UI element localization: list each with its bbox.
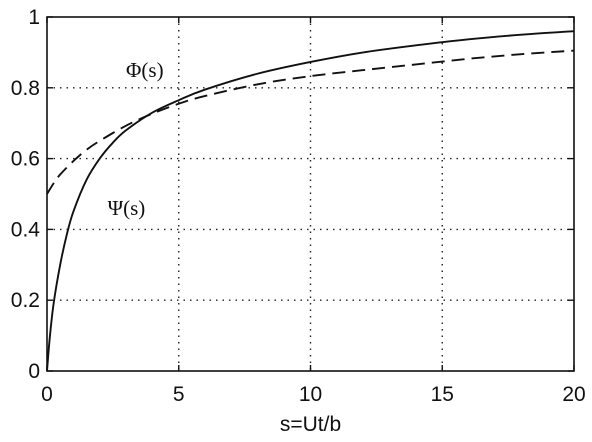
x-axis-label: s=Ut/b (280, 413, 341, 436)
x-tick-label: 15 (431, 383, 454, 406)
x-tick-label: 5 (173, 383, 185, 406)
y-tick-label: 1 (28, 6, 40, 29)
series-label: Φ(s) (126, 58, 164, 82)
x-tick-label: 10 (299, 383, 322, 406)
ticks (46, 16, 575, 372)
y-tick-label: 0.2 (11, 289, 40, 312)
series-layer (46, 30, 575, 372)
y-tick-label: 0.6 (11, 148, 40, 171)
y-tick-label: 0.4 (11, 218, 41, 241)
labels: 0 5 10 15 20 0 0.2 0.4 0.6 0.8 1 Φ(s) Ψ(s) (11, 6, 586, 406)
phi-curve-dashed (46, 49, 575, 195)
psi-curve-solid (46, 30, 575, 372)
series-label: Ψ(s) (108, 196, 146, 220)
x-tick-label: 0 (41, 383, 53, 406)
y-tick-label: 0 (28, 360, 40, 383)
x-tick-label: 20 (562, 383, 585, 406)
y-tick-label: 0.8 (11, 77, 40, 100)
grid (47, 17, 574, 371)
